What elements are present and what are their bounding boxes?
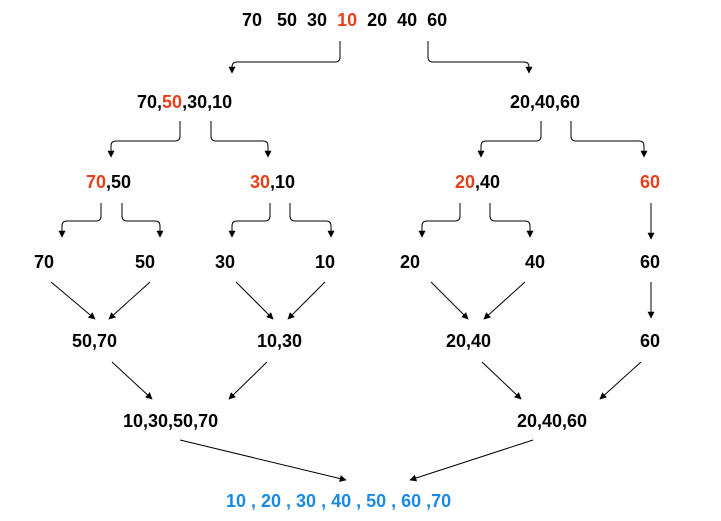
node-level2-b: 30,10 <box>250 172 295 192</box>
edge-a-to-n2 <box>121 203 164 238</box>
node-level2-b-pivot: 30 <box>250 172 271 192</box>
merge-node-left: 10,30,50,70 <box>123 411 219 431</box>
edge-right-to-result <box>409 439 534 482</box>
node-level2-d-pivot: 60 <box>640 172 661 192</box>
node-level2-a: 70,50 <box>86 172 131 192</box>
edge-m2-to-left <box>228 361 268 400</box>
merge-node-4: 60 <box>640 331 661 351</box>
edge-m3-to-right <box>481 361 522 400</box>
node-level1-left-before: 70, <box>137 92 163 112</box>
leaf-node-3: 30 <box>215 252 236 272</box>
node-level2-c: 20,40 <box>455 172 500 192</box>
edge-n5-to-m3 <box>430 281 469 320</box>
edge-m4-to-right <box>599 361 642 400</box>
leaf-node-4: 10 <box>315 252 336 272</box>
node-level2-c-after: ,40 <box>475 172 501 192</box>
edge-l1right-to-d <box>570 121 648 158</box>
node-level2-c-pivot: 20 <box>455 172 476 192</box>
edge-l1left-to-a <box>107 121 181 158</box>
edge-n4-to-m2 <box>287 281 326 320</box>
node-level1-right-before: 20,40,60 <box>510 92 581 112</box>
edge-a-to-n1 <box>58 203 102 238</box>
node-level1-right: 20,40,60 <box>510 92 580 112</box>
node-level1-left-after: ,30,10 <box>182 92 233 112</box>
node-level2-a-pivot: 70 <box>86 172 107 192</box>
edge-c-to-n5 <box>418 203 461 238</box>
edge-left-to-result <box>179 439 347 482</box>
edge-m1-to-left <box>111 361 153 400</box>
edge-n3-to-m2 <box>235 281 274 320</box>
leaf-node-1: 70 <box>34 252 55 272</box>
merge-node-1: 50,70 <box>72 331 118 351</box>
node-level2-a-after: ,50 <box>106 172 132 192</box>
node-level2-b-after: ,10 <box>270 172 296 192</box>
leaf-node-2: 50 <box>135 252 156 272</box>
edge-root-to-right <box>427 41 533 74</box>
node-root-after: 20 40 60 <box>357 10 448 30</box>
edge-l1left-to-b <box>210 121 272 158</box>
leaf-node-7: 60 <box>640 252 661 272</box>
edge-l1right-to-c <box>477 121 542 158</box>
edge-c-to-n6 <box>489 203 534 238</box>
leaf-node-5: 20 <box>400 252 421 272</box>
node-root-pivot: 10 <box>337 10 358 30</box>
node-level1-left-pivot: 50 <box>162 92 183 112</box>
edge-n2-to-m1 <box>108 281 151 320</box>
node-level2-d: 60 <box>640 172 660 192</box>
edge-n6-to-m3 <box>483 281 526 320</box>
edge-b-to-n4 <box>289 203 335 238</box>
edge-b-to-n3 <box>228 203 271 238</box>
node-root: 70 50 30 10 20 40 60 <box>242 10 447 30</box>
merge-node-2: 10,30 <box>257 331 303 351</box>
node-root-before: 70 50 30 <box>242 10 338 30</box>
edge-n1-to-m1 <box>50 281 96 320</box>
sorted-result: 10 , 20 , 30 , 40 , 50 , 60 ,70 <box>226 491 452 511</box>
edge-root-to-left <box>228 41 341 74</box>
merge-node-right: 20,40,60 <box>517 411 588 431</box>
merge-node-3: 20,40 <box>446 331 492 351</box>
node-level1-left: 70,50,30,10 <box>137 92 232 112</box>
leaf-node-6: 40 <box>525 252 546 272</box>
